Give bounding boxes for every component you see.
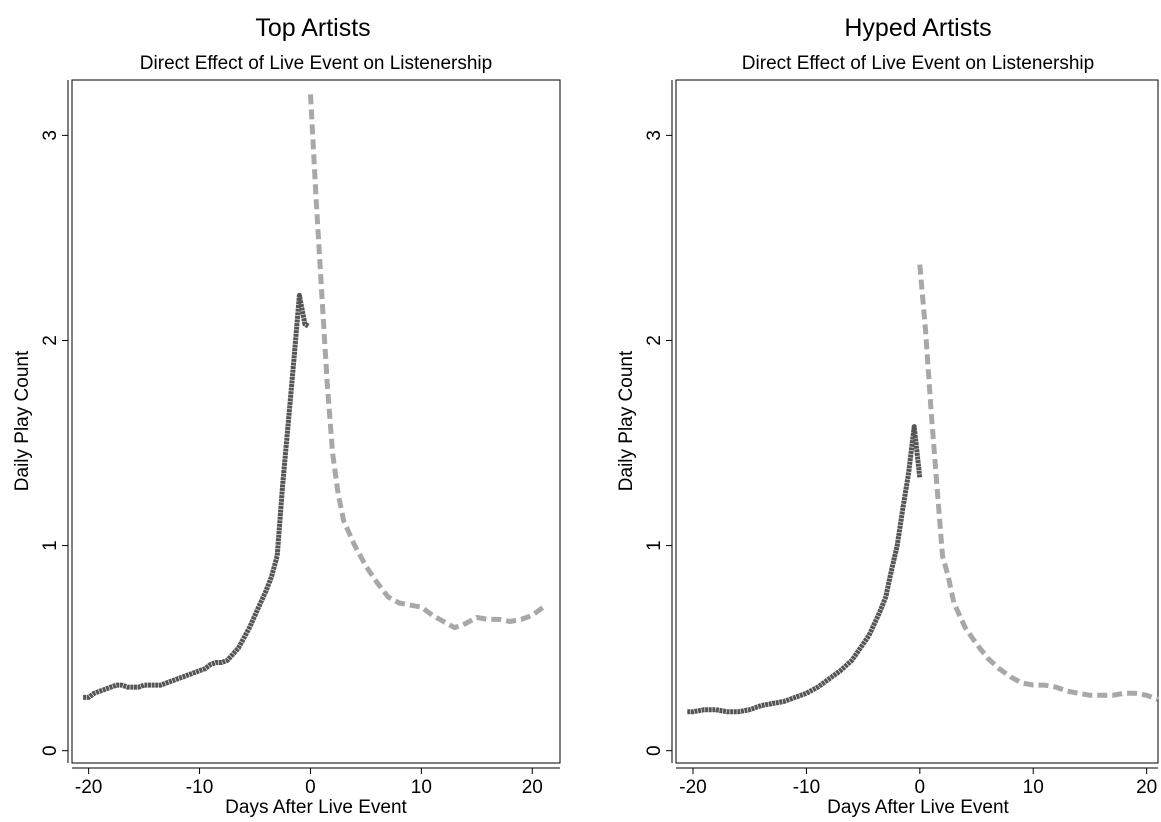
x-tick-label: 20	[1136, 777, 1157, 798]
x-tick-label: 0	[305, 777, 316, 798]
y-tick-label: 1	[40, 540, 61, 551]
x-tick-label: 0	[915, 777, 926, 798]
series-line-after-event	[308, 94, 545, 631]
chart-panel-top-artists: Top Artists Direct Effect of Live Event …	[12, 14, 561, 818]
chart-title: Top Artists	[255, 14, 370, 42]
x-tick-label: -10	[186, 777, 213, 798]
chart-panel-hyped-artists: Hyped Artists Direct Effect of Live Even…	[616, 14, 1159, 818]
x-tick-label: -20	[679, 777, 706, 798]
x-ticks: -20 -10 0 10 20	[75, 768, 543, 798]
chart-subtitle: Direct Effect of Live Event on Listeners…	[742, 53, 1094, 74]
x-axis-label: Days After Live Event	[225, 797, 407, 818]
y-tick-label: 2	[644, 335, 665, 346]
y-axis-label: Daily Play Count	[616, 350, 637, 491]
series-line-before-event	[687, 424, 923, 715]
y-axis-label: Daily Play Count	[12, 350, 33, 491]
x-tick-label: 20	[522, 777, 543, 798]
x-tick-label: -10	[793, 777, 820, 798]
y-tick-label: 3	[644, 130, 665, 141]
x-tick-label: 10	[411, 777, 432, 798]
y-tick-label: 2	[40, 335, 61, 346]
x-ticks: -20 -10 0 10 20	[679, 768, 1157, 798]
series-group	[83, 94, 545, 700]
series-line-after-event	[917, 264, 1159, 702]
y-ticks: 0 1 2 3	[40, 130, 68, 756]
y-tick-label: 0	[40, 745, 61, 756]
series-group	[687, 264, 1159, 715]
y-tick-label: 0	[644, 745, 665, 756]
x-tick-label: -20	[75, 777, 102, 798]
chart-title: Hyped Artists	[844, 14, 991, 42]
y-tick-label: 3	[40, 130, 61, 141]
y-tick-label: 1	[644, 540, 665, 551]
x-tick-label: 10	[1023, 777, 1044, 798]
series-line-before-event	[83, 292, 310, 700]
plot-frame	[675, 79, 1159, 764]
x-axis-label: Days After Live Event	[827, 797, 1009, 818]
y-ticks: 0 1 2 3	[644, 130, 672, 756]
chart-subtitle: Direct Effect of Live Event on Listeners…	[140, 53, 492, 74]
plot-frame	[71, 79, 561, 764]
